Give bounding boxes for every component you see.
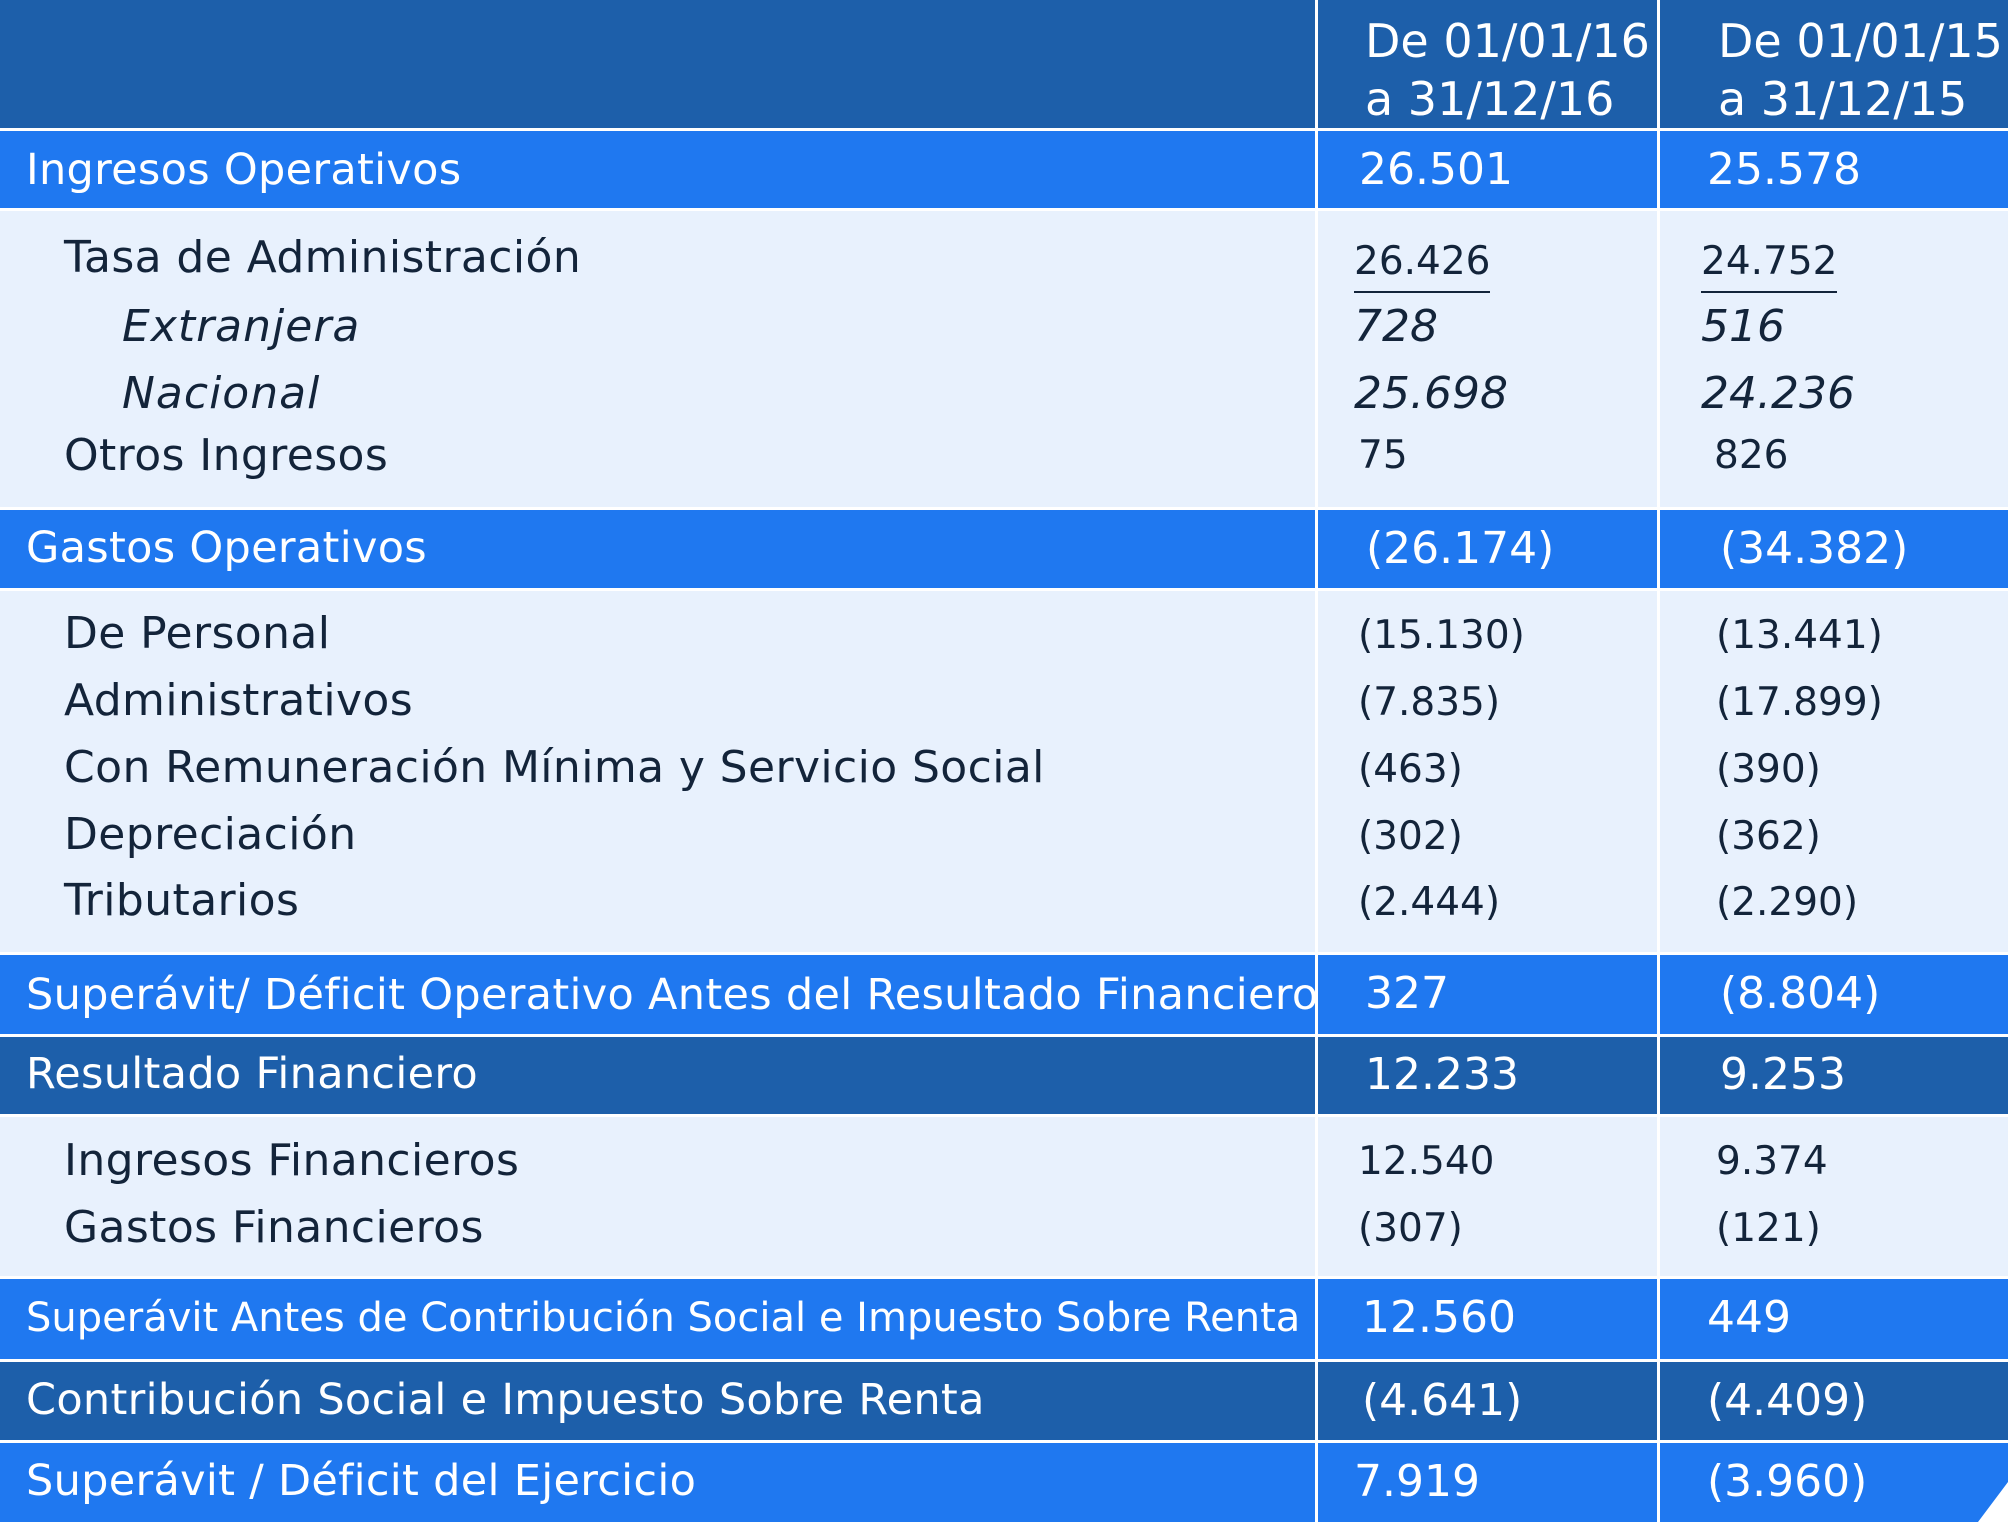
row-value-2016: 12.233 <box>1365 1049 1519 1100</box>
detail-band-ingresos <box>0 210 2008 509</box>
row-label: Extranjera <box>122 301 361 352</box>
row-value-2015: 9.374 <box>1716 1139 1828 1184</box>
row-label: De Personal <box>64 608 331 659</box>
row-label: Superávit Antes de Contribución Social e… <box>26 1295 1301 1341</box>
row-value-2016: (26.174) <box>1366 523 1555 574</box>
section-band-gastos-operativos <box>0 509 2008 590</box>
row-value-2015: 24.752 <box>1701 242 1838 293</box>
row-value-2015: (121) <box>1716 1206 1821 1251</box>
row-value-2015: 9.253 <box>1720 1049 1846 1100</box>
row-value-2016: (7.835) <box>1358 680 1501 725</box>
row-value-2016: (307) <box>1358 1206 1463 1251</box>
row-label: Tributarios <box>64 875 300 926</box>
column-divider-2 <box>1657 0 1660 1522</box>
table-header-band <box>0 0 2008 130</box>
row-value-2016: 12.560 <box>1362 1292 1516 1343</box>
row-divider <box>0 1034 2008 1037</box>
row-label: Contribución Social e Impuesto Sobre Ren… <box>26 1375 985 1425</box>
row-value-2016: 26.426 <box>1354 242 1491 293</box>
row-value-2015: (362) <box>1716 814 1821 859</box>
column-header-2015: De 01/01/15 a 31/12/15 <box>1718 14 2003 126</box>
row-value-2015: (8.804) <box>1720 968 1881 1019</box>
row-value-2016: 7.919 <box>1354 1456 1480 1507</box>
row-label: Gastos Financieros <box>64 1202 484 1253</box>
row-value-2015: 24.236 <box>1701 368 1855 419</box>
row-label: Ingresos Operativos <box>26 145 462 195</box>
column-divider-1 <box>1315 0 1318 1522</box>
row-divider <box>0 1276 2008 1279</box>
row-divider <box>0 208 2008 211</box>
section-band-superavit-antes <box>0 1278 2008 1361</box>
row-label: Gastos Operativos <box>26 523 428 573</box>
row-divider <box>0 1359 2008 1362</box>
row-label: Superávit / Déficit del Ejercicio <box>26 1456 697 1506</box>
row-value-2015: (4.409) <box>1707 1375 1868 1426</box>
section-band-contribucion-social <box>0 1361 2008 1442</box>
row-label: Nacional <box>122 368 321 419</box>
row-label: Ingresos Financieros <box>64 1135 520 1186</box>
row-value-2015: (390) <box>1716 747 1821 792</box>
row-value-2016: 728 <box>1354 301 1438 352</box>
section-band-ingresos-operativos <box>0 130 2008 210</box>
row-divider <box>0 128 2008 131</box>
row-value-2015: 516 <box>1701 301 1785 352</box>
row-value-2015: (3.960) <box>1707 1456 1868 1507</box>
section-band-superavit-ejercicio <box>0 1442 2008 1522</box>
detail-band-gastos <box>0 590 2008 954</box>
row-divider <box>0 588 2008 591</box>
row-label: Tasa de Administración <box>64 232 582 283</box>
row-value-2016: (15.130) <box>1358 613 1525 658</box>
row-label: Con Remuneración Mínima y Servicio Socia… <box>64 742 1045 793</box>
row-divider <box>0 952 2008 955</box>
section-band-resultado-financiero <box>0 1036 2008 1116</box>
row-value-2015: (17.899) <box>1716 680 1883 725</box>
row-label: Resultado Financiero <box>26 1049 478 1099</box>
row-label: Superávit/ Déficit Operativo Antes del R… <box>26 970 1319 1020</box>
row-value-2015: (34.382) <box>1720 523 1909 574</box>
column-header-2016: De 01/01/16 a 31/12/16 <box>1365 14 1650 126</box>
row-value-2015: (13.441) <box>1716 613 1883 658</box>
row-value-2016: 327 <box>1365 968 1449 1019</box>
row-label: Administrativos <box>64 675 414 726</box>
row-divider <box>0 507 2008 510</box>
row-value-2015: 449 <box>1707 1292 1791 1343</box>
row-value-2015: 25.578 <box>1707 144 1861 195</box>
row-label: Otros Ingresos <box>64 430 389 481</box>
row-value-2016: 25.698 <box>1354 368 1508 419</box>
row-value-2016: (4.641) <box>1362 1375 1523 1426</box>
row-value-2016: 12.540 <box>1358 1139 1495 1184</box>
row-value-2016: 75 <box>1358 433 1408 478</box>
row-value-2015: 826 <box>1714 433 1789 478</box>
row-value-2016: (2.444) <box>1358 880 1501 925</box>
row-value-2016: (463) <box>1358 747 1463 792</box>
detail-band-financiero <box>0 1116 2008 1278</box>
row-divider <box>0 1440 2008 1443</box>
row-value-2016: (302) <box>1358 814 1463 859</box>
row-value-2015: (2.290) <box>1716 880 1859 925</box>
row-value-2016: 26.501 <box>1359 144 1513 195</box>
section-band-superavit-operativo <box>0 954 2008 1036</box>
row-divider <box>0 1114 2008 1117</box>
row-label: Depreciación <box>64 809 357 860</box>
